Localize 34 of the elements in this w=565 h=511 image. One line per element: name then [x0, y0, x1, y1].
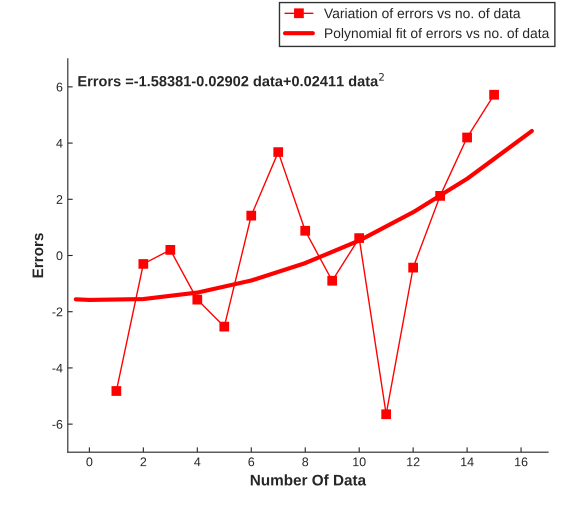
point: [300, 226, 310, 236]
point: [381, 409, 392, 420]
point: [192, 294, 202, 304]
x-axis-title: Number Of Data: [250, 474, 366, 486]
y-axis-title: Errors: [32, 233, 44, 278]
x-tick-label: 4: [194, 458, 200, 466]
y-tick-label: -6: [52, 420, 62, 429]
legend-label: Polynomial fit of errors vs no. of data: [325, 28, 550, 41]
x-tick-label: 0: [86, 457, 92, 466]
x-tick-label: 12: [407, 457, 420, 466]
point: [408, 262, 418, 272]
x-tick-label: 8: [302, 457, 308, 466]
y-tick-label: 6: [56, 82, 62, 92]
annotation: Errors =-1.58381-0.02902 data+0.02411 data$^{2}$: [78, 73, 384, 86]
y-tick-label: -2: [52, 308, 62, 316]
point: [246, 210, 256, 220]
point: [327, 276, 338, 286]
y-tick-label: 0: [56, 251, 62, 260]
point: [138, 259, 148, 269]
x-tick-label: 16: [515, 457, 528, 466]
y-tick-label: 4: [56, 139, 63, 148]
point: [462, 132, 472, 142]
y-tick-label: 2: [56, 195, 62, 204]
x-tick-label: 2: [140, 457, 146, 466]
y-tick-label: -4: [52, 364, 63, 372]
x-tick-label: 10: [353, 457, 366, 466]
point: [165, 245, 176, 255]
x-tick-label: 14: [461, 458, 474, 466]
point: [273, 147, 284, 157]
point: [489, 90, 499, 100]
x-tick-label: 6: [248, 457, 254, 466]
legend-label: Variation of errors vs no. of data: [324, 8, 521, 18]
point: [112, 386, 122, 396]
point: [219, 322, 230, 332]
